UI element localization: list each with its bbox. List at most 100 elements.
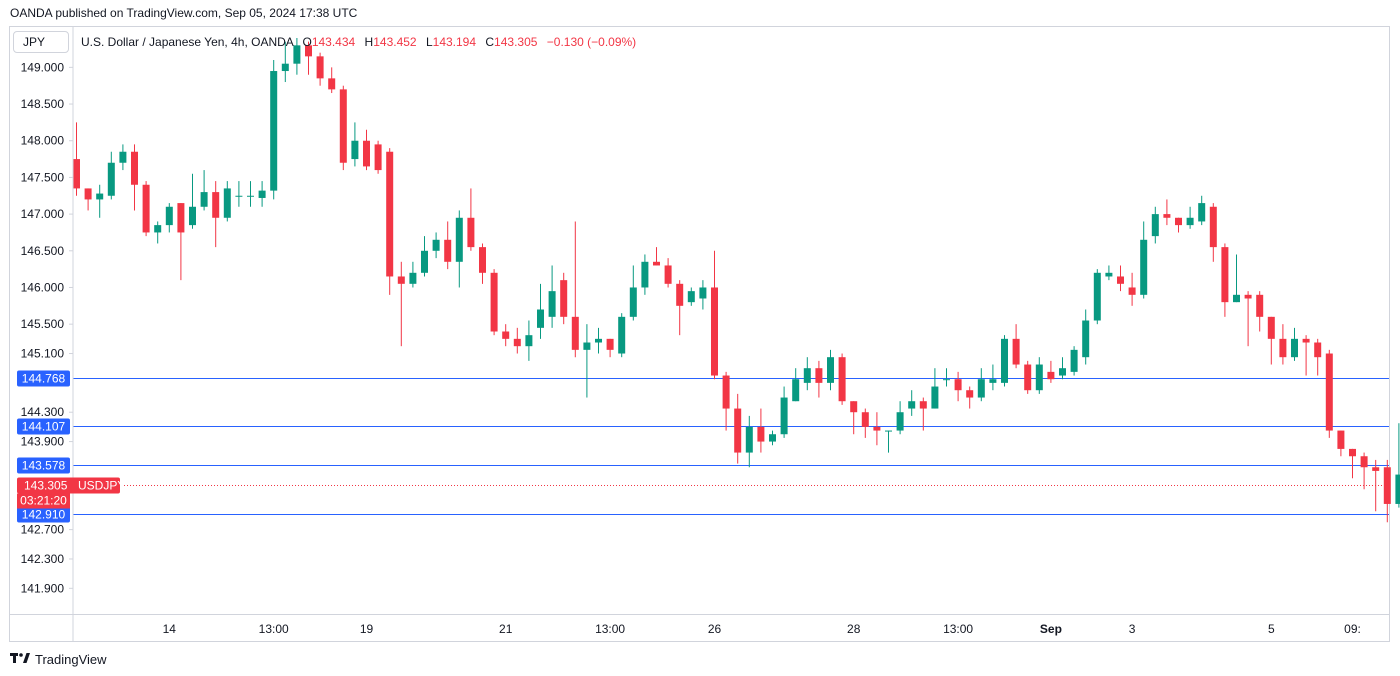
candle[interactable] (525, 320, 533, 361)
candle[interactable] (84, 188, 92, 211)
candle[interactable] (1372, 459, 1380, 512)
candle[interactable] (734, 393, 742, 464)
candle[interactable] (548, 265, 556, 328)
candle[interactable] (815, 360, 823, 398)
candle[interactable] (177, 203, 185, 281)
candle[interactable] (896, 401, 904, 435)
candle[interactable] (316, 52, 324, 86)
candle[interactable] (931, 368, 939, 409)
candle[interactable] (1035, 357, 1043, 394)
candle[interactable] (1267, 316, 1275, 365)
candle[interactable] (977, 368, 985, 402)
candle[interactable] (850, 401, 858, 435)
candle[interactable] (223, 181, 231, 222)
candle[interactable] (687, 287, 695, 306)
candle[interactable] (351, 122, 359, 167)
candle[interactable] (827, 349, 834, 391)
candle[interactable] (1360, 452, 1368, 490)
candle[interactable] (386, 148, 394, 295)
candle[interactable] (861, 408, 869, 438)
candle[interactable] (780, 386, 788, 438)
candle[interactable] (421, 236, 428, 277)
candle[interactable] (711, 250, 718, 380)
candle[interactable] (1140, 221, 1148, 299)
candle[interactable] (641, 254, 649, 295)
candle[interactable] (444, 221, 452, 270)
candle[interactable] (1105, 265, 1113, 281)
candle[interactable] (479, 243, 486, 284)
candle[interactable] (513, 327, 521, 354)
candle[interactable] (722, 371, 730, 431)
candle[interactable] (699, 280, 707, 310)
candle[interactable] (1325, 349, 1333, 438)
candle[interactable] (212, 181, 220, 248)
candle[interactable] (1256, 291, 1264, 332)
candle[interactable] (1395, 423, 1400, 508)
candle[interactable] (363, 129, 370, 171)
candle[interactable] (1047, 360, 1055, 383)
candle[interactable] (119, 144, 127, 171)
candle[interactable] (107, 151, 115, 200)
candle[interactable] (1221, 243, 1229, 317)
candle[interactable] (270, 60, 278, 200)
candle[interactable] (1059, 357, 1066, 380)
candle[interactable] (1349, 448, 1356, 479)
candle[interactable] (1233, 254, 1240, 303)
candle[interactable] (293, 38, 301, 75)
candle[interactable] (1070, 346, 1078, 376)
candle[interactable] (664, 258, 672, 288)
candle[interactable] (803, 357, 811, 391)
candle[interactable] (142, 181, 150, 237)
candle[interactable] (792, 368, 800, 402)
candle[interactable] (1198, 195, 1206, 226)
candle[interactable] (1093, 269, 1101, 325)
candle[interactable] (131, 144, 138, 211)
candle[interactable] (676, 280, 684, 336)
candle[interactable] (1151, 206, 1159, 244)
candle[interactable] (571, 221, 579, 358)
candle[interactable] (258, 181, 266, 207)
candle[interactable] (943, 368, 950, 387)
candle[interactable] (1302, 335, 1310, 376)
candle[interactable] (954, 371, 962, 402)
candle[interactable] (502, 324, 510, 347)
candle[interactable] (838, 353, 846, 405)
candle[interactable] (73, 122, 80, 196)
candle[interactable] (247, 181, 254, 207)
candle[interactable] (908, 390, 916, 416)
candle[interactable] (165, 203, 173, 233)
candle[interactable] (745, 415, 753, 468)
candle[interactable] (560, 272, 568, 325)
candle[interactable] (583, 324, 591, 398)
candle[interactable] (769, 430, 776, 446)
candle[interactable] (96, 184, 104, 218)
candle[interactable] (989, 364, 997, 391)
candle[interactable] (1291, 327, 1298, 361)
candle[interactable] (1117, 265, 1124, 292)
candle[interactable] (1186, 206, 1194, 229)
candle[interactable] (885, 430, 892, 453)
candle[interactable] (374, 140, 382, 174)
candle[interactable] (919, 397, 927, 431)
candle[interactable] (618, 313, 626, 358)
candle[interactable] (537, 283, 544, 339)
candle[interactable] (154, 221, 162, 244)
candle[interactable] (200, 170, 208, 211)
candle[interactable] (1383, 459, 1391, 523)
candle[interactable] (873, 412, 881, 446)
candle[interactable] (629, 265, 637, 321)
candle[interactable] (455, 210, 463, 288)
candle[interactable] (595, 327, 602, 354)
candle[interactable] (1244, 291, 1252, 347)
candle[interactable] (281, 41, 289, 83)
candle[interactable] (966, 386, 974, 409)
candle[interactable] (339, 85, 347, 171)
candle[interactable] (235, 181, 243, 207)
candle[interactable] (467, 188, 475, 251)
candle[interactable] (432, 232, 440, 259)
candle[interactable] (305, 41, 312, 75)
candle[interactable] (1082, 309, 1090, 365)
candle[interactable] (1163, 199, 1171, 226)
candle[interactable] (397, 261, 405, 347)
